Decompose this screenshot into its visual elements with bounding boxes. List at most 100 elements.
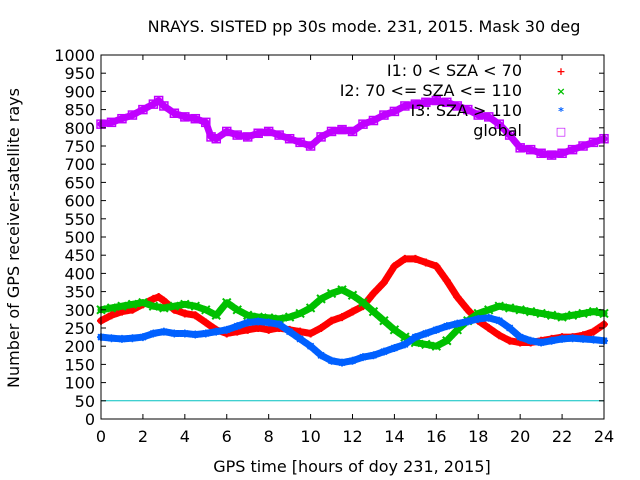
y-tick-label: 0: [85, 410, 95, 429]
y-tick-label: 850: [64, 101, 95, 120]
data-point: [264, 325, 273, 334]
data-point: [589, 327, 598, 336]
legend-label: I2: 70 <= SZA <= 110: [340, 81, 522, 100]
data-point: [275, 320, 284, 329]
data-point: [557, 148, 567, 159]
data-point: [504, 130, 515, 140]
data-point: [316, 132, 326, 142]
data-point: [211, 310, 221, 320]
data-point: [232, 305, 242, 315]
data-point: [484, 313, 493, 322]
data-point: [206, 132, 216, 142]
data-point: [326, 126, 337, 137]
data-point: [589, 335, 598, 344]
data-point: [149, 294, 158, 303]
data-point: [567, 310, 578, 320]
plot-area: [96, 95, 609, 402]
y-tick-label: 700: [64, 155, 95, 174]
data-point: [326, 288, 337, 299]
y-tick-label: 300: [64, 301, 95, 320]
data-point: [453, 293, 462, 302]
y-tick-label: 650: [64, 173, 95, 192]
data-point: [557, 312, 567, 322]
data-point: [337, 285, 347, 295]
data-point: [536, 308, 546, 319]
data-point: [421, 339, 431, 350]
data-point: [347, 126, 358, 137]
legend-label: I3: SZA > 110: [410, 101, 522, 120]
data-point: [537, 338, 546, 347]
data-point: [421, 97, 431, 108]
y-tick-label: 550: [64, 210, 95, 229]
data-point: [106, 303, 117, 313]
data-point: [400, 101, 410, 111]
data-point: [338, 313, 347, 322]
data-point: [578, 308, 588, 319]
data-point: [348, 307, 357, 316]
data-point: [191, 330, 200, 339]
data-point: [568, 334, 577, 343]
data-point: [306, 329, 315, 338]
data-point: [180, 309, 189, 318]
data-point: [368, 115, 379, 126]
data-point: [106, 117, 117, 128]
data-point: [233, 322, 242, 331]
data-point: [306, 342, 315, 351]
data-point: [327, 356, 336, 365]
x-tick-label: 22: [552, 427, 572, 446]
data-point: [579, 334, 588, 343]
data-point: [127, 299, 138, 310]
data-point: [474, 314, 483, 323]
data-point: [180, 329, 189, 338]
x-tick-label: 8: [264, 427, 274, 446]
data-point: [379, 316, 389, 326]
x-axis-title: GPS time [hours of doy 231, 2015]: [213, 457, 491, 476]
chart-title: NRAYS. SISTED pp 30s mode. 231, 2015. Ma…: [148, 17, 581, 36]
data-point: [358, 297, 368, 308]
data-point: [546, 310, 557, 320]
y-tick-label: 400: [64, 264, 95, 283]
data-point: [505, 336, 514, 345]
data-point: [159, 327, 168, 336]
data-point: [432, 262, 441, 271]
data-point: [296, 327, 305, 336]
data-point: [153, 95, 164, 106]
x-tick-label: 0: [96, 427, 106, 446]
data-point: [295, 308, 305, 319]
data-point: [452, 101, 463, 111]
data-point: [264, 318, 273, 327]
data-point: [495, 331, 504, 340]
legend-marker: ×: [556, 85, 565, 98]
data-point: [242, 132, 253, 142]
data-point: [317, 351, 326, 360]
data-point: [180, 112, 190, 122]
data-point: [421, 329, 430, 338]
data-point: [117, 334, 126, 343]
legend-marker: *: [558, 105, 564, 118]
x-tick-label: 6: [222, 427, 232, 446]
data-point: [390, 262, 399, 271]
data-point: [525, 144, 536, 155]
data-point: [588, 137, 599, 148]
x-axis: 0 2 4 6 8 10 12 14 16 18 20 22 24: [96, 55, 614, 446]
data-point: [410, 99, 421, 109]
y-axis-title: Number of GPS receiver-satellite rays: [4, 88, 23, 388]
data-point: [327, 316, 336, 325]
y-tick-label: 100: [64, 374, 95, 393]
data-point: [191, 311, 200, 320]
data-point: [305, 141, 316, 151]
data-point: [484, 324, 493, 332]
data-point: [159, 303, 169, 313]
y-tick-label: 350: [64, 283, 95, 302]
data-point: [263, 126, 274, 137]
y-tick-label: 900: [64, 82, 95, 101]
data-point: [222, 126, 232, 137]
data-point: [389, 106, 400, 117]
data-point: [253, 128, 263, 139]
data-point: [463, 305, 472, 314]
legend-label: global: [473, 121, 522, 140]
x-tick-label: 12: [342, 427, 362, 446]
data-point: [505, 324, 514, 332]
data-point: [138, 297, 148, 308]
data-point: [389, 325, 400, 335]
